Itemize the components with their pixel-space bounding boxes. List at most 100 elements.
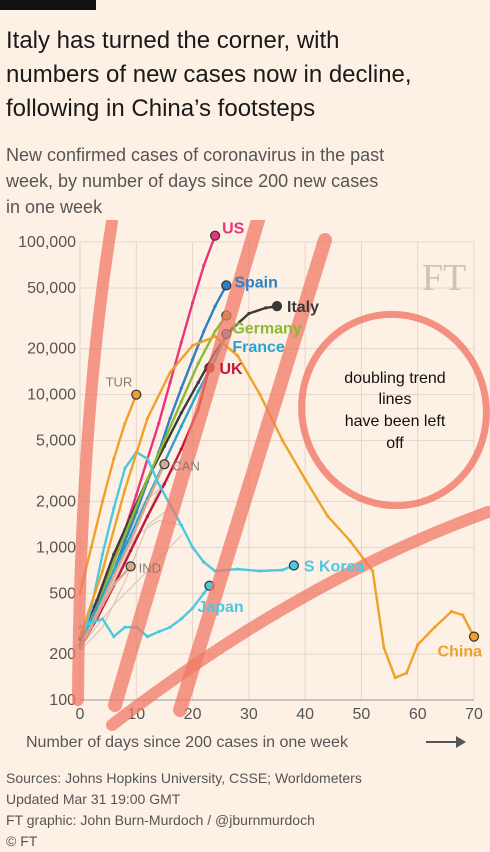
arrow-head-icon — [456, 736, 466, 748]
annotation-line: lines — [379, 391, 412, 408]
data-point — [303, 477, 307, 481]
subtitle-line: week, by number of days since 200 new ca… — [6, 171, 379, 191]
x-tick-label: 70 — [465, 706, 483, 723]
x-tick-label: 40 — [296, 706, 314, 723]
y-tick-label: 100,000 — [18, 234, 76, 251]
data-point — [179, 523, 183, 527]
data-point — [168, 370, 172, 374]
footer-sources: Sources: Johns Hopkins University, CSSE;… — [6, 770, 362, 786]
data-point — [416, 643, 420, 647]
data-point — [179, 400, 183, 404]
data-point — [100, 617, 105, 621]
data-point — [348, 539, 352, 543]
data-point — [100, 569, 105, 573]
x-axis-label: Number of days since 200 cases in one we… — [26, 734, 349, 751]
data-point — [112, 635, 116, 639]
line-chart: 1002005001,0002,0005,00010,00020,00050,0… — [18, 220, 490, 751]
annotation-line: doubling trend — [344, 370, 445, 387]
data-point — [281, 439, 285, 443]
data-point — [100, 552, 105, 556]
data-point — [112, 457, 116, 461]
data-point — [404, 671, 409, 675]
data-point — [179, 340, 183, 344]
series-line-china — [78, 335, 476, 679]
y-tick-label: 100 — [49, 692, 76, 709]
data-point — [168, 416, 172, 420]
ft-logo: FT — [422, 257, 466, 299]
data-point — [129, 518, 133, 523]
y-tick-label: 10,000 — [27, 387, 76, 404]
annotation-text: doubling trend lines have been left off — [344, 370, 446, 452]
data-point — [191, 343, 195, 348]
data-point — [264, 306, 268, 310]
x-tick-label: 20 — [184, 706, 202, 723]
series-label-germany: Germany — [232, 321, 301, 338]
data-point — [112, 583, 116, 587]
series-label-china: China — [438, 644, 483, 661]
annotation-line: have been left — [345, 413, 446, 430]
background-series-line — [79, 507, 171, 652]
data-point — [202, 591, 206, 595]
data-point — [213, 304, 217, 308]
data-point — [382, 646, 386, 650]
series-end-marker — [131, 389, 142, 400]
series-end-marker — [221, 280, 232, 291]
series-end-marker — [468, 631, 480, 642]
data-point — [129, 549, 133, 553]
series-line-tur — [78, 394, 138, 594]
data-point — [123, 625, 127, 629]
data-point — [145, 457, 150, 461]
series-label-s-korea: S Korea — [304, 559, 365, 576]
x-tick-label: 60 — [409, 706, 427, 723]
data-point — [89, 621, 93, 625]
annotation-line: off — [386, 435, 404, 452]
data-point — [196, 361, 200, 366]
data-point — [145, 514, 150, 518]
subtitle-line: in one week — [6, 197, 103, 217]
page-subtitle: New confirmed cases of coronavirus in th… — [6, 142, 484, 220]
data-point — [123, 487, 127, 491]
data-point — [100, 499, 105, 503]
series-label-tur: TUR — [106, 375, 133, 390]
series-label-france: France — [232, 339, 285, 356]
data-point — [213, 335, 217, 339]
highlight-stroke — [108, 220, 265, 712]
y-tick-label: 200 — [49, 646, 76, 663]
data-point — [112, 506, 116, 510]
x-tick-label: 30 — [240, 706, 258, 723]
data-point — [145, 416, 150, 420]
data-point — [168, 625, 172, 629]
data-point — [191, 301, 195, 305]
footer: Sources: Johns Hopkins University, CSSE;… — [6, 768, 362, 852]
y-tick-label: 2,000 — [36, 493, 76, 510]
series-label-us: US — [222, 221, 245, 238]
series-label-uk: UK — [219, 361, 243, 378]
data-point — [179, 447, 183, 451]
title-line: Italy has turned the corner, with — [6, 27, 340, 54]
data-point — [281, 568, 285, 572]
data-point — [112, 574, 116, 578]
footer-copyright: © FT — [6, 833, 38, 849]
x-tick-label: 50 — [353, 706, 371, 723]
series-end-marker — [125, 561, 136, 572]
y-tick-label: 50,000 — [27, 280, 76, 297]
highlight-stroke — [173, 233, 332, 717]
axis-ticks: 1002005001,0002,0005,00010,00020,00050,0… — [18, 234, 483, 723]
data-point — [191, 545, 195, 549]
x-axis-title: Number of days since 200 cases in one we… — [26, 734, 466, 751]
data-point — [449, 609, 454, 614]
data-point — [202, 560, 206, 564]
data-point — [191, 357, 195, 362]
series-label-spain: Spain — [234, 274, 278, 291]
data-point — [123, 466, 127, 470]
data-point — [326, 514, 330, 518]
title-line: numbers of new cases now in decline, — [6, 61, 412, 88]
data-point — [89, 625, 93, 629]
series-label-can: CAN — [172, 458, 199, 473]
data-point — [145, 499, 150, 503]
top-bar — [0, 0, 96, 10]
data-point — [371, 569, 375, 573]
data-point — [162, 439, 166, 443]
data-point — [112, 552, 116, 556]
